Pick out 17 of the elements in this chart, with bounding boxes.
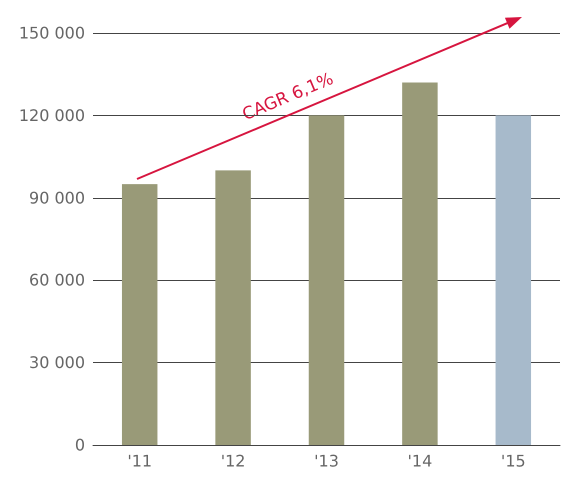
x-tick-label: '15 bbox=[500, 452, 526, 470]
bar bbox=[122, 184, 158, 445]
x-tick-label: '11 bbox=[127, 452, 152, 470]
y-tick-label: 90 000 bbox=[29, 188, 85, 208]
y-tick-label: 0 bbox=[74, 436, 85, 454]
bar bbox=[496, 115, 532, 445]
y-tick-label: 150 000 bbox=[18, 24, 85, 42]
bar bbox=[402, 82, 438, 445]
y-tick-label: 60 000 bbox=[29, 270, 85, 290]
x-tick-label: '14 bbox=[408, 452, 432, 470]
bar bbox=[215, 170, 251, 445]
y-tick-label: 120 000 bbox=[18, 106, 85, 125]
y-tick-label: 30 000 bbox=[29, 353, 85, 372]
x-tick-label: '13 bbox=[314, 452, 339, 470]
annotation: CAGR 6,1% bbox=[240, 68, 336, 126]
x-tick-label: '12 bbox=[220, 452, 246, 470]
bar bbox=[308, 115, 344, 445]
